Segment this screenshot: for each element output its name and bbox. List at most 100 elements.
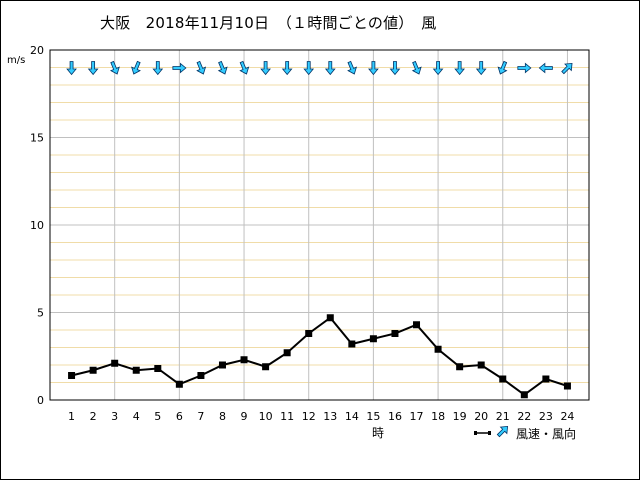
- x-tick-label: 17: [410, 410, 424, 423]
- wind-arrow-shape: [411, 60, 422, 75]
- y-tick-labels: 0 5 10 15 20: [30, 44, 44, 407]
- data-point: [520, 391, 528, 399]
- wind-arrow-icon: [432, 61, 444, 76]
- wind-arrow-icon: [196, 60, 207, 75]
- x-tick-label: 1: [68, 410, 75, 423]
- data-point: [542, 375, 550, 383]
- wind-arrow-shape: [389, 61, 401, 76]
- x-tick-label: 4: [133, 410, 140, 423]
- wind-arrow-icon: [281, 61, 293, 76]
- wind-arrow-icon: [538, 62, 553, 74]
- wind-arrow-icon: [497, 60, 508, 75]
- x-tick-label: 21: [496, 410, 510, 423]
- grid-minor: [50, 67, 589, 383]
- legend-line-icon: [474, 431, 491, 435]
- wind-arrow-shape: [517, 62, 532, 74]
- plot-border: [49, 49, 590, 401]
- x-tick-labels: 1 2 3 4 5 6 7 8 9 10 11 12 13 14 15 16 17 18 19 20 21 22 23 24: [68, 410, 574, 423]
- wind-arrow-shape: [347, 60, 358, 75]
- wind-arrow-icon: [217, 60, 228, 75]
- wind-arrow-shape: [432, 61, 444, 76]
- data-point: [111, 359, 119, 367]
- x-tick-label: 12: [302, 410, 316, 423]
- wind-arrow-icon: [303, 61, 315, 76]
- x-tick-label: 22: [517, 410, 531, 423]
- x-tick-label: 7: [197, 410, 204, 423]
- wind-arrow-shape: [109, 60, 120, 75]
- wind-arrow-icon: [172, 62, 187, 74]
- x-tick-label: 3: [111, 410, 118, 423]
- data-point: [89, 366, 97, 374]
- wind-arrow-shape: [303, 61, 315, 76]
- wind-arrow-shape: [66, 61, 77, 76]
- x-tick-label: 16: [388, 410, 402, 423]
- data-point: [391, 330, 399, 337]
- x-tick-label: 13: [323, 410, 337, 423]
- wind-arrow-icon: [454, 61, 465, 76]
- wind-arrow-shape: [538, 62, 553, 74]
- wind-arrow-shape: [454, 61, 465, 76]
- wind-direction-arrows: [66, 60, 573, 76]
- data-point: [305, 330, 313, 337]
- data-point: [218, 361, 226, 369]
- x-tick-label: 15: [366, 410, 380, 423]
- wind-arrow-icon: [87, 61, 99, 76]
- data-point: [132, 366, 140, 374]
- wind-arrow-icon: [260, 61, 271, 76]
- y-tick-label: 5: [37, 307, 44, 320]
- wind-arrow-icon: [347, 60, 358, 75]
- wind-arrow-shape: [131, 60, 141, 75]
- wind-arrow-shape: [87, 61, 99, 76]
- wind-arrow-icon: [324, 61, 336, 76]
- wind-arrow-icon: [109, 60, 120, 75]
- data-point: [326, 314, 334, 322]
- y-tick-label: 20: [30, 44, 44, 57]
- wind-arrow-icon: [239, 60, 250, 75]
- x-tick-label: 2: [90, 410, 97, 423]
- wind-arrow-shape: [561, 62, 573, 75]
- wind-speed-markers: [68, 314, 571, 399]
- x-tick-label: 24: [560, 410, 574, 423]
- data-point: [175, 380, 183, 388]
- legend: 風速・風向: [474, 424, 594, 442]
- chart-title: 大阪 2018年11月10日 （１時間ごとの値） 風: [100, 14, 437, 32]
- wind-arrow-icon: [561, 62, 573, 75]
- wind-arrow-icon: [368, 61, 379, 76]
- legend-label: 風速・風向: [516, 427, 577, 441]
- grid-major: [50, 50, 589, 400]
- x-tick-label: 8: [219, 410, 226, 423]
- y-axis-unit: m/s: [7, 55, 26, 66]
- wind-arrow-shape: [497, 60, 508, 75]
- wind-arrow-shape: [152, 61, 164, 76]
- data-point: [197, 372, 205, 379]
- data-point: [68, 372, 76, 379]
- wind-arrow-icon: [66, 61, 77, 76]
- wind-speed-line: [71, 316, 568, 396]
- wind-arrow-icon: [389, 61, 401, 76]
- x-tick-label: 11: [280, 410, 294, 423]
- data-point: [240, 356, 248, 364]
- wind-arrow-shape: [260, 61, 271, 76]
- wind-arrow-shape: [368, 61, 379, 76]
- wind-arrow-icon: [152, 61, 164, 76]
- data-point: [262, 363, 270, 371]
- x-tick-label: 9: [241, 410, 248, 423]
- y-tick-label: 10: [30, 219, 44, 232]
- x-tick-label: 20: [474, 410, 488, 423]
- x-tick-label: 6: [176, 410, 183, 423]
- data-point: [283, 349, 291, 357]
- wind-arrow-icon: [131, 60, 141, 75]
- y-tick-label: 15: [30, 132, 44, 145]
- wind-arrow-shape: [196, 60, 207, 75]
- data-point: [348, 340, 356, 348]
- wind-arrow-icon: [517, 62, 532, 74]
- data-point: [499, 375, 507, 383]
- wind-arrow-shape: [172, 62, 187, 74]
- wind-arrow-shape: [324, 61, 336, 76]
- data-point: [434, 345, 442, 353]
- data-point: [456, 363, 464, 371]
- x-tick-label: 5: [154, 410, 161, 423]
- data-point: [154, 365, 162, 372]
- data-point: [563, 382, 571, 390]
- data-point: [477, 361, 485, 369]
